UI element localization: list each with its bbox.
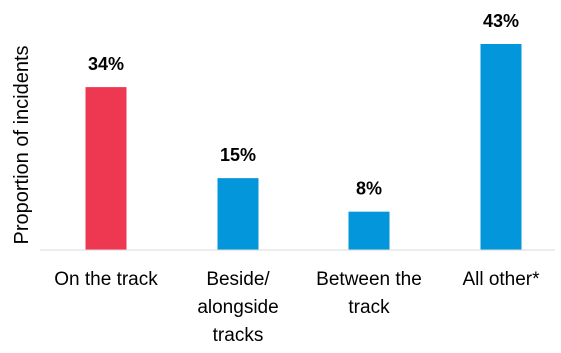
bar-3 (480, 44, 522, 250)
category-label-1: Beside/alongside tracks (197, 269, 278, 346)
category-label-0: On the track (54, 269, 158, 290)
y-axis-label: Proportion of incidents (11, 45, 33, 244)
bar-0 (85, 87, 127, 251)
bar-1 (217, 178, 259, 250)
category-label-line: On the track (54, 269, 158, 290)
data-labels-group: 34% 15% 8% 43% (88, 11, 519, 199)
category-label-line: All other* (462, 269, 540, 290)
bars-group (85, 44, 522, 251)
category-label-line: tracks (213, 325, 264, 346)
category-label-line: Beside/ (206, 269, 270, 290)
category-label-3: All other* (462, 269, 540, 290)
data-label-3: 43% (483, 11, 519, 31)
data-label-0: 34% (88, 54, 124, 74)
category-label-line: Between the (316, 269, 422, 290)
category-label-line: track (348, 297, 390, 318)
bar-2 (348, 211, 390, 250)
data-label-2: 8% (356, 179, 382, 199)
category-label-line: alongside (197, 297, 278, 318)
data-label-1: 15% (220, 145, 256, 165)
category-labels-group: On the track Beside/alongside tracks Betwee… (54, 269, 540, 346)
category-label-2: Between the track (316, 269, 422, 318)
